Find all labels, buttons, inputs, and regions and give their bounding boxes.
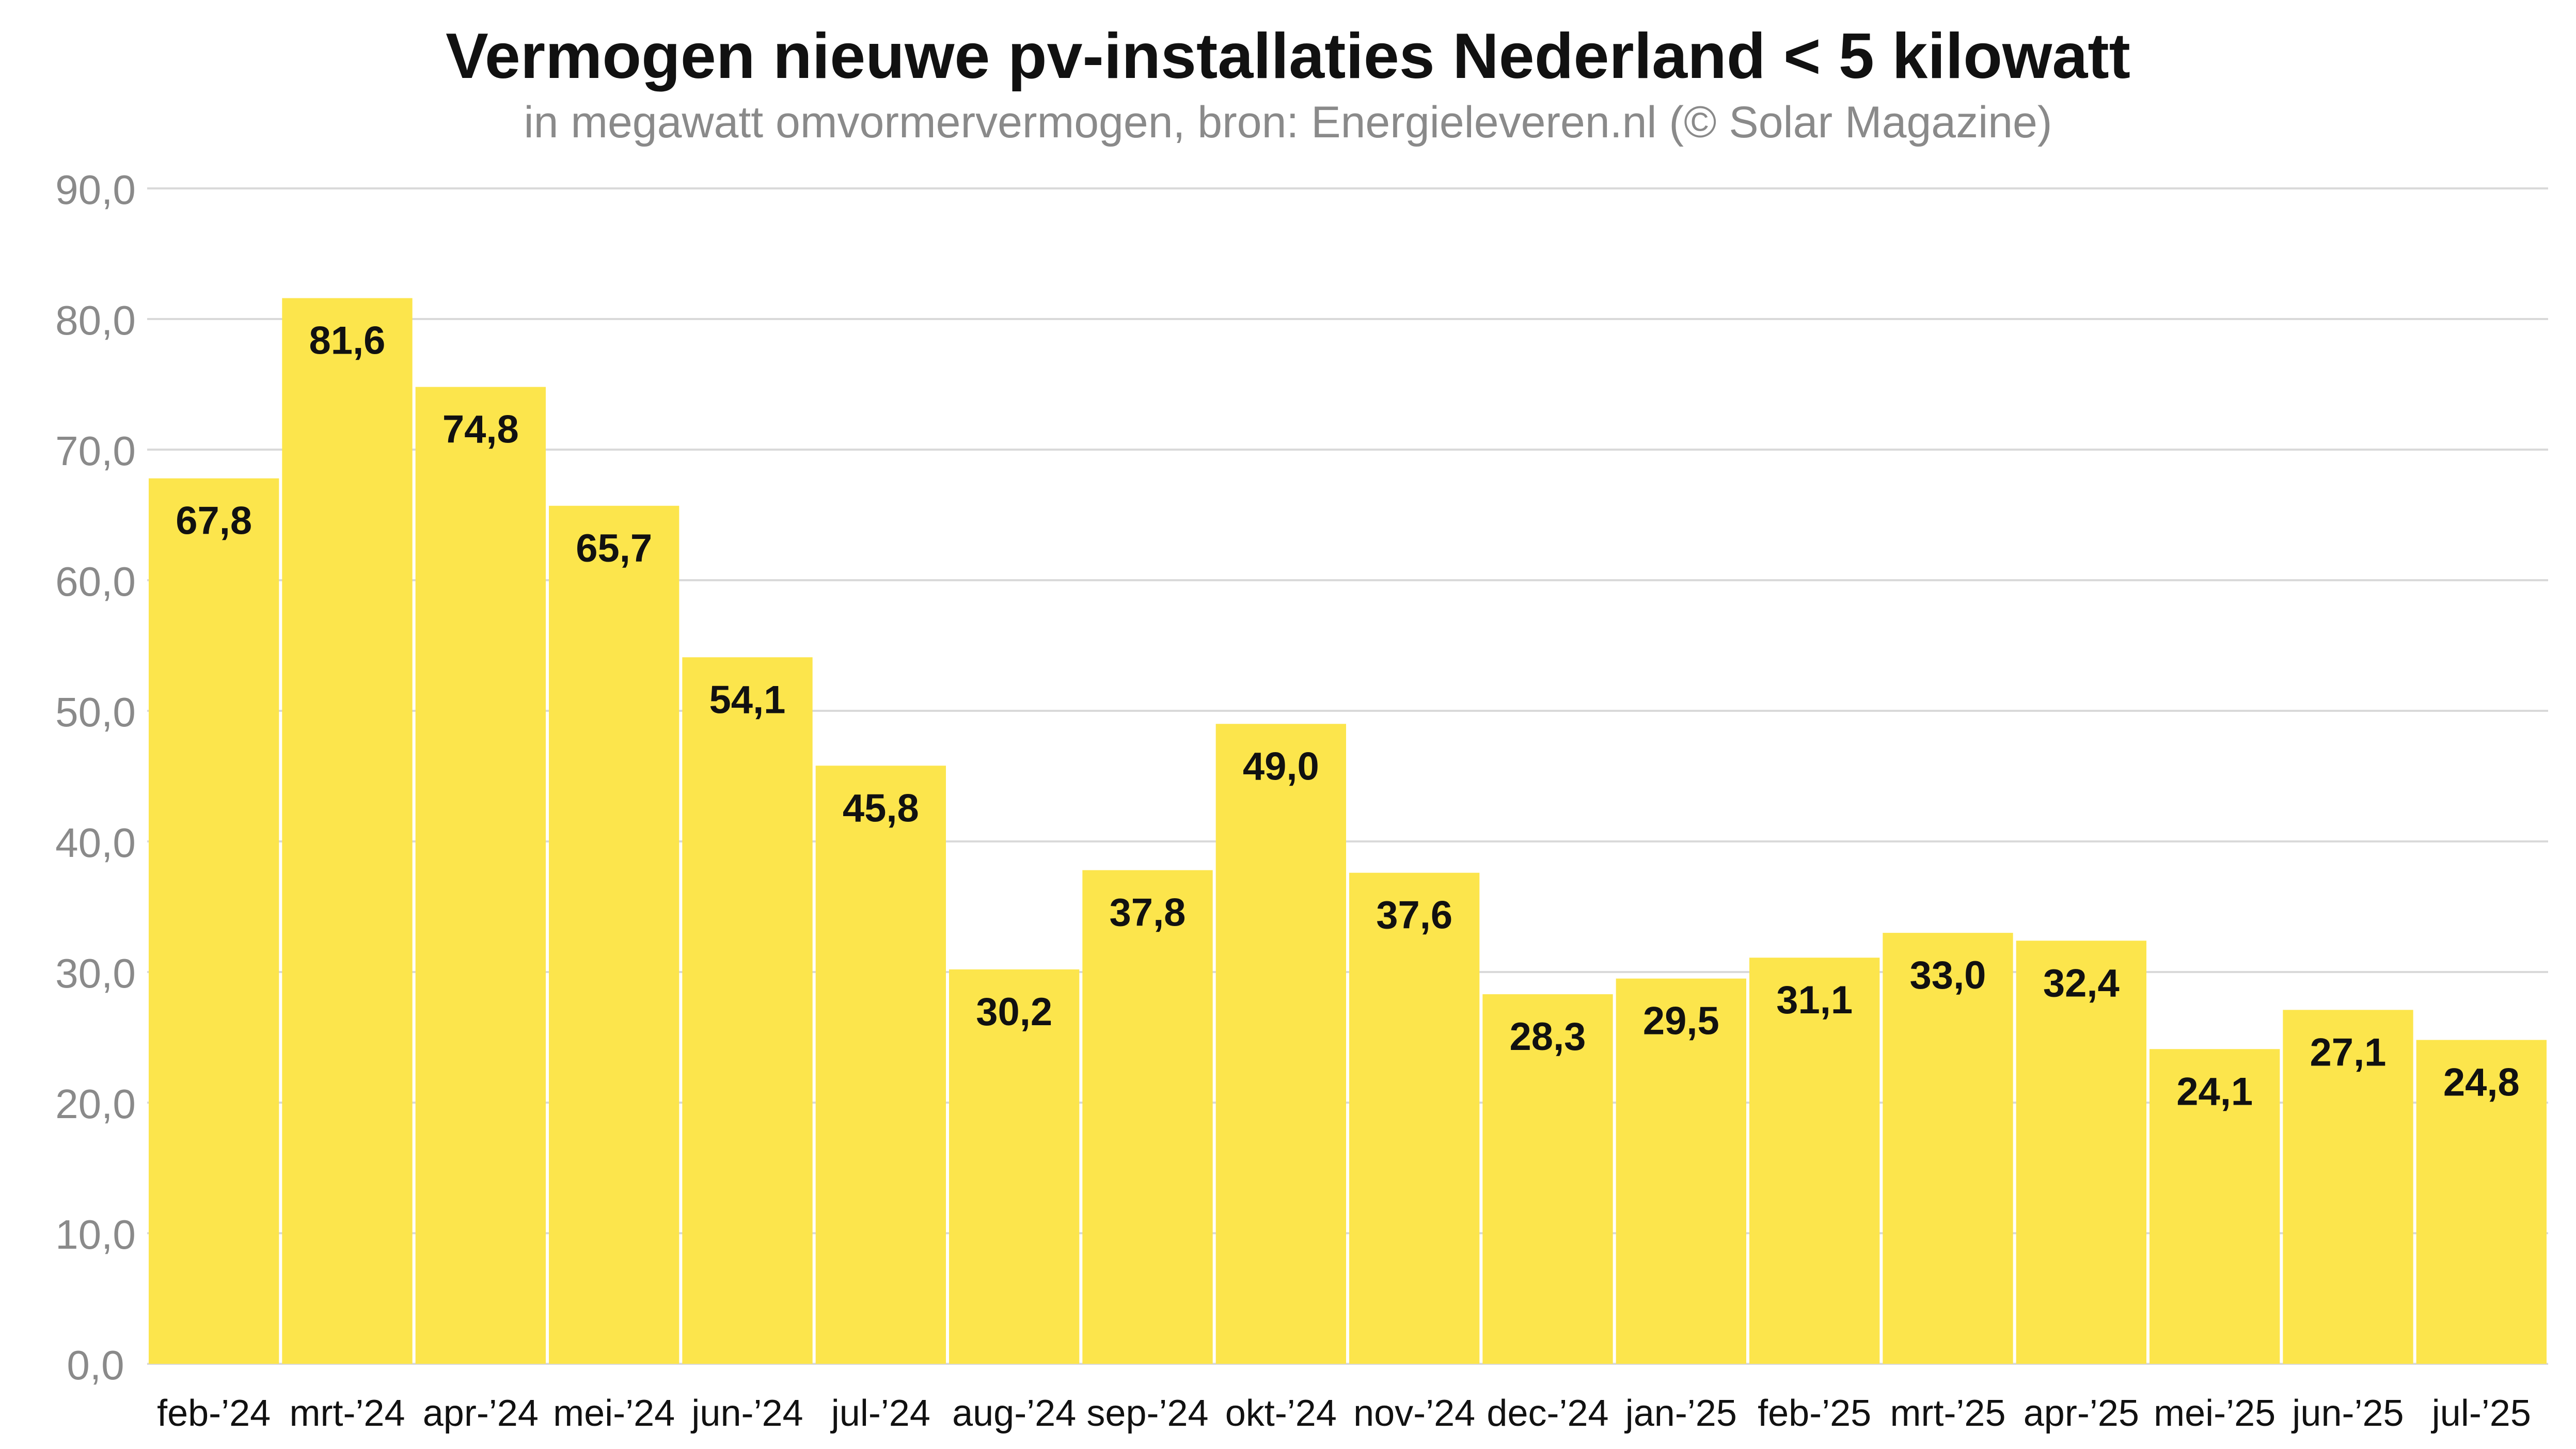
x-tick-label: jul-’25 bbox=[2431, 1393, 2531, 1434]
bar bbox=[2016, 941, 2146, 1364]
y-tick-label: 40,0 bbox=[55, 820, 136, 866]
y-tick-label: 0,0 bbox=[67, 1342, 124, 1388]
data-label: 45,8 bbox=[843, 786, 919, 830]
data-label: 65,7 bbox=[576, 527, 652, 570]
bar bbox=[815, 766, 946, 1364]
data-label: 37,6 bbox=[1376, 894, 1452, 937]
data-label: 27,1 bbox=[2310, 1030, 2387, 1074]
bar bbox=[682, 657, 813, 1364]
data-label: 81,6 bbox=[309, 319, 386, 363]
x-tick-label: apr-’24 bbox=[423, 1393, 539, 1434]
bar bbox=[1482, 994, 1613, 1364]
y-tick-label: 90,0 bbox=[55, 167, 136, 213]
x-tick-label: mrt-’25 bbox=[1890, 1393, 2005, 1434]
data-label: 28,3 bbox=[1510, 1015, 1586, 1059]
x-tick-label: okt-’24 bbox=[1225, 1393, 1337, 1434]
data-label: 33,0 bbox=[1910, 953, 1986, 997]
bar bbox=[415, 387, 546, 1364]
bar bbox=[1616, 978, 1746, 1364]
data-label: 49,0 bbox=[1243, 744, 1319, 788]
data-label: 24,1 bbox=[2176, 1070, 2253, 1113]
bar bbox=[549, 505, 679, 1364]
y-tick-label: 50,0 bbox=[55, 689, 136, 735]
data-label: 67,8 bbox=[176, 499, 252, 543]
bar bbox=[1215, 724, 1346, 1364]
bars bbox=[149, 298, 2547, 1364]
x-tick-label: mrt-’24 bbox=[289, 1393, 405, 1434]
bar bbox=[149, 478, 279, 1364]
y-tick-label: 30,0 bbox=[55, 950, 136, 996]
x-tick-label: jun-’25 bbox=[2291, 1393, 2404, 1434]
bar bbox=[2283, 1010, 2413, 1364]
bar bbox=[1082, 870, 1213, 1364]
bar bbox=[2416, 1040, 2547, 1364]
y-tick-label: 60,0 bbox=[55, 559, 136, 604]
data-label: 74,8 bbox=[442, 408, 519, 452]
bar bbox=[282, 298, 413, 1364]
data-label: 29,5 bbox=[1643, 999, 1719, 1043]
chart-title: Vermogen nieuwe pv-installaties Nederlan… bbox=[446, 21, 2130, 92]
x-tick-label: sep-’24 bbox=[1086, 1393, 1208, 1434]
y-tick-label: 20,0 bbox=[55, 1081, 136, 1127]
data-label: 54,1 bbox=[709, 678, 786, 722]
x-tick-label: mei-’24 bbox=[553, 1393, 675, 1434]
x-tick-label: aug-’24 bbox=[952, 1393, 1076, 1434]
y-tick-label: 10,0 bbox=[55, 1212, 136, 1257]
bar bbox=[1749, 958, 1880, 1364]
x-tick-label: nov-’24 bbox=[1353, 1393, 1475, 1434]
gridlines bbox=[147, 187, 2548, 1365]
x-tick-label: jan-’25 bbox=[1624, 1393, 1737, 1434]
x-tick-label: apr-’25 bbox=[2024, 1393, 2139, 1434]
data-label: 30,2 bbox=[976, 990, 1052, 1034]
x-tick-label: feb-’25 bbox=[1758, 1393, 1871, 1434]
data-labels: 67,8 81,6 74,8 65,7 54,1 45,8 30,2 37,8 49,0 37,6… bbox=[176, 319, 2520, 1114]
x-tick-label: jun-’24 bbox=[690, 1393, 803, 1434]
data-label: 37,8 bbox=[1110, 891, 1186, 935]
bar bbox=[1883, 933, 2013, 1364]
x-tick-label: jul-’24 bbox=[830, 1393, 930, 1434]
data-label: 31,1 bbox=[1776, 978, 1853, 1022]
x-axis-ticks: feb-’24 mrt-’24 apr-’24 mei-’24 jun-’24 jul-’… bbox=[157, 1393, 2531, 1434]
x-tick-label: dec-’24 bbox=[1487, 1393, 1608, 1434]
data-label: 24,8 bbox=[2443, 1061, 2520, 1105]
x-tick-label: mei-’25 bbox=[2154, 1393, 2275, 1434]
y-tick-label: 70,0 bbox=[55, 428, 136, 474]
bar bbox=[1349, 872, 1480, 1364]
chart-subtitle: in megawatt omvormervermogen, bron: Ener… bbox=[524, 98, 2052, 147]
bar bbox=[949, 969, 1080, 1364]
bar bbox=[2150, 1049, 2280, 1364]
y-tick-label: 80,0 bbox=[55, 297, 136, 343]
data-label: 32,4 bbox=[2043, 961, 2120, 1005]
y-axis-ticks: 0,0 10,0 20,0 30,0 40,0 50,0 60,0 70,0 80,0 90,0 bbox=[55, 167, 136, 1388]
x-tick-label: feb-’24 bbox=[157, 1393, 271, 1434]
